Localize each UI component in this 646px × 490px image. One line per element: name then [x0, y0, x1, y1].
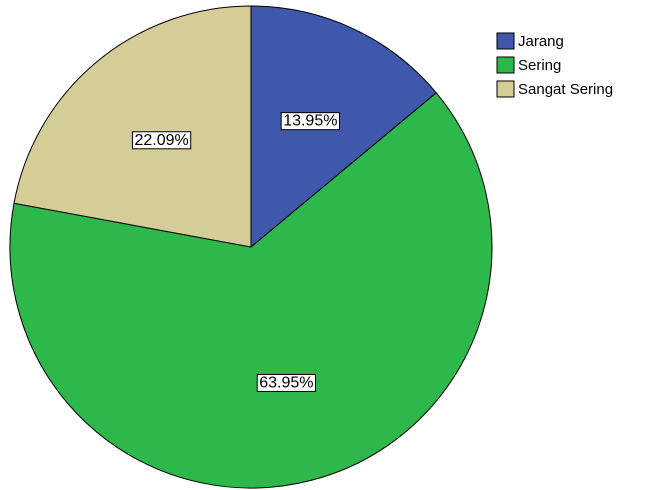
legend-label: Sering	[518, 57, 561, 74]
pie-slice	[9, 92, 493, 489]
legend: Jarang Sering Sangat Sering	[496, 32, 613, 98]
value-label-text: 13.95%	[283, 113, 337, 130]
pie-slice	[13, 5, 252, 248]
legend-swatch	[496, 56, 515, 74]
value-label: 22.09%	[131, 131, 192, 150]
value-label-box	[256, 373, 316, 392]
pie-slice	[250, 5, 437, 249]
value-label-box	[280, 112, 340, 131]
legend-label: Sangat Sering	[518, 81, 613, 98]
value-label-text: 22.09%	[134, 132, 188, 149]
value-label-box	[131, 131, 192, 150]
value-label: 63.95%	[256, 373, 316, 392]
legend-label: Jarang	[518, 33, 564, 50]
legend-swatch	[496, 32, 515, 50]
value-label-text: 63.95%	[259, 374, 313, 391]
value-label: 13.95%	[280, 112, 340, 131]
legend-swatch	[496, 80, 515, 98]
